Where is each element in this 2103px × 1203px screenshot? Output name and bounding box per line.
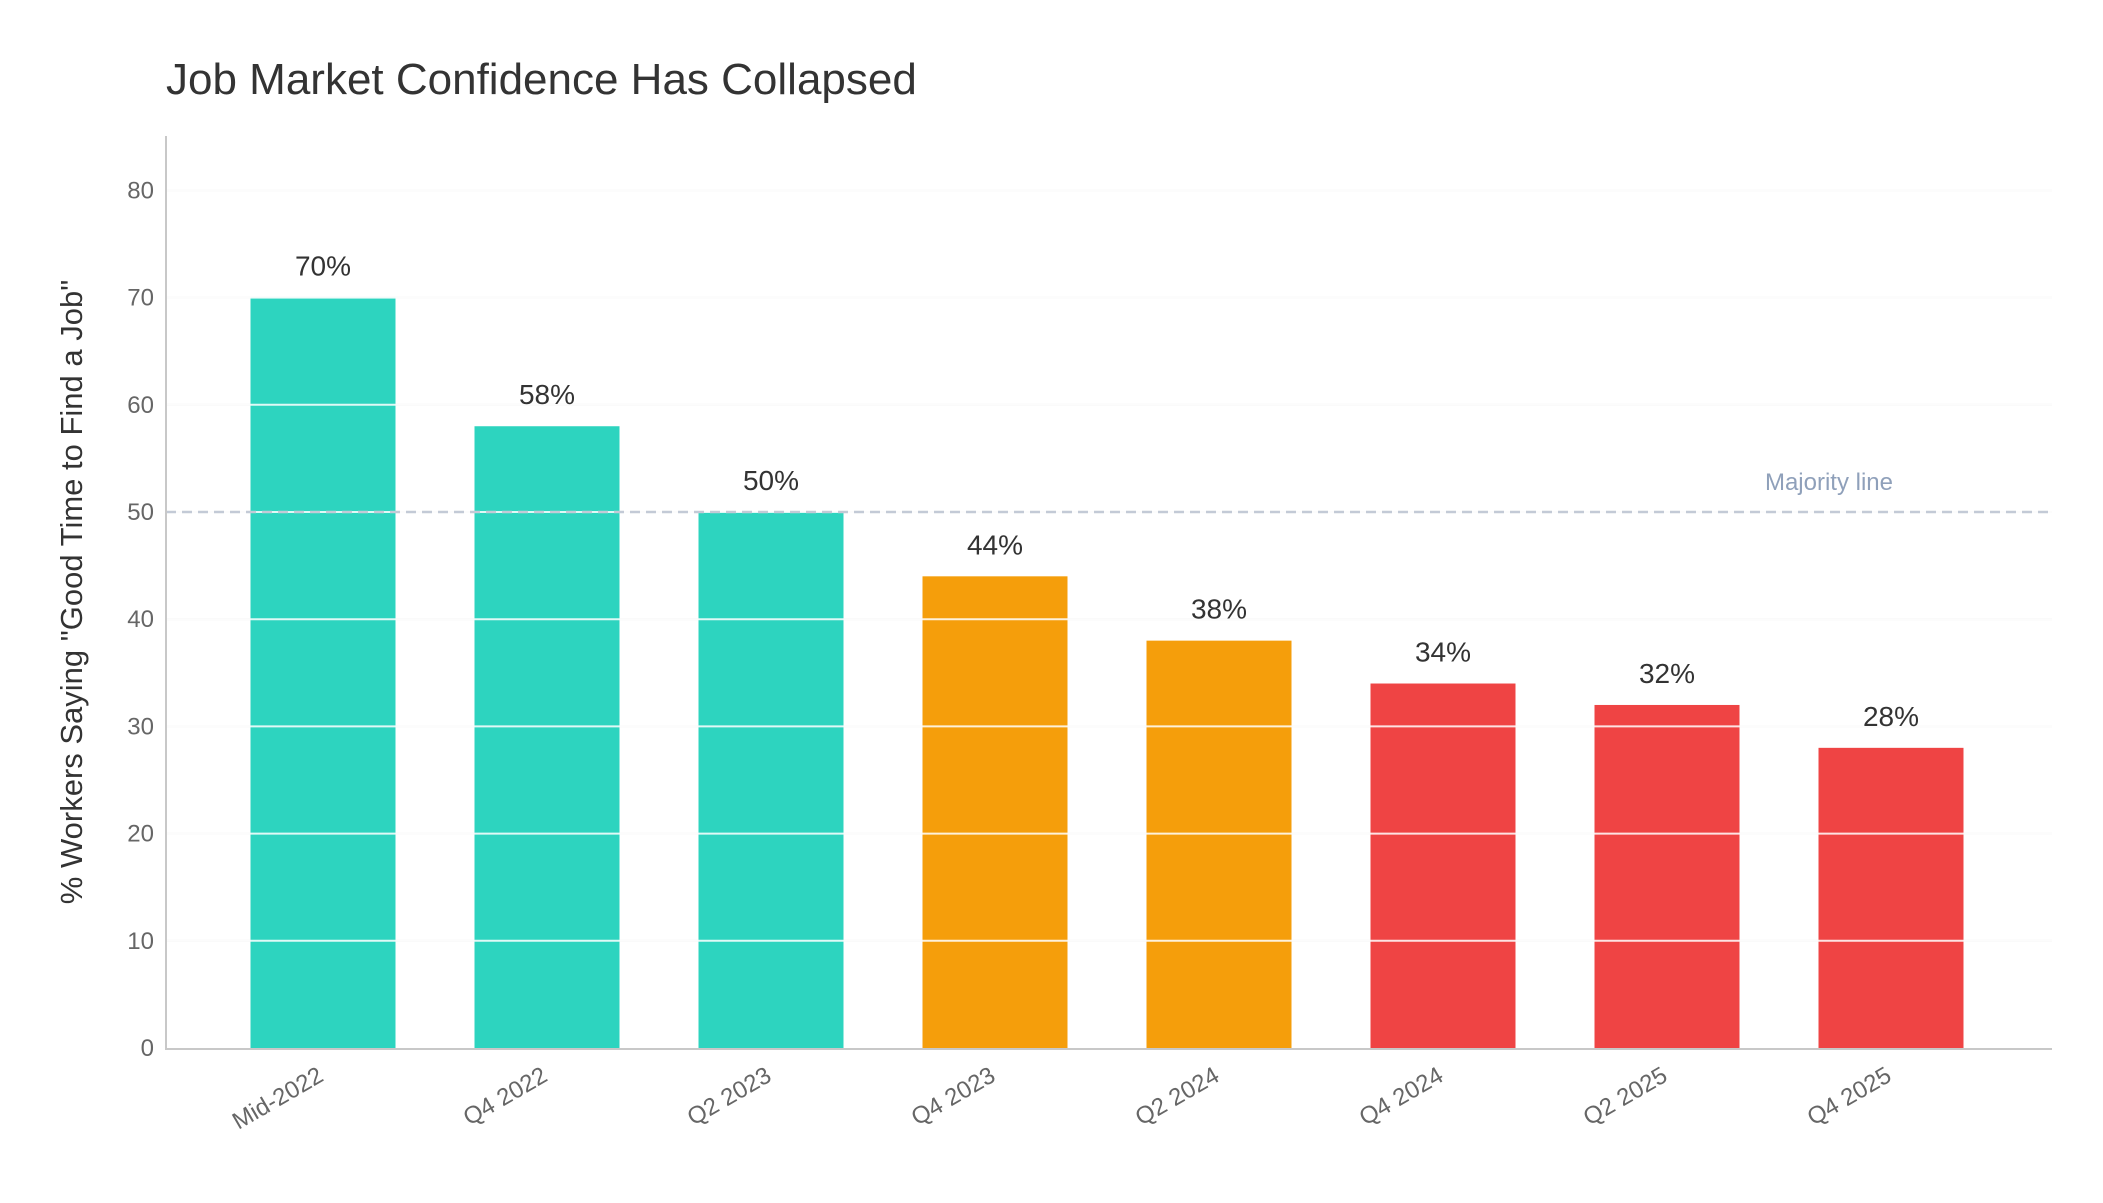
bar-q4-2022 [474, 426, 620, 1048]
reference-line-group: Majority line [166, 469, 2052, 514]
value-label: 58% [519, 379, 575, 410]
y-tick-label: 10 [127, 928, 154, 955]
bar-q4-2023 [922, 576, 1068, 1048]
gridlines [166, 189, 2052, 942]
value-label: 70% [295, 251, 351, 282]
chart-title: Job Market Confidence Has Collapsed [166, 55, 917, 104]
value-label: 44% [967, 529, 1023, 560]
value-label: 50% [743, 465, 799, 496]
value-label: 32% [1639, 658, 1695, 689]
y-tick-label: 40 [127, 606, 154, 633]
y-tick-label: 50 [127, 499, 154, 526]
y-tick-label: 70 [127, 285, 154, 312]
x-tick-label: Q4 2024 [1355, 1062, 1448, 1131]
x-tick-label: Q2 2024 [1131, 1062, 1224, 1131]
x-tick-label: Q2 2025 [1579, 1062, 1672, 1131]
y-tick-label: 20 [127, 821, 154, 848]
x-tick-label: Q4 2025 [1803, 1062, 1896, 1131]
x-tick-label: Mid-2022 [228, 1062, 328, 1135]
bar-q2-2023 [698, 512, 844, 1048]
x-tick-label: Q4 2022 [459, 1062, 552, 1131]
value-labels: 70% 58% 50% 44% 38% 34% 32% 28% [295, 251, 1919, 732]
x-tick-label: Q4 2023 [907, 1062, 1000, 1131]
value-label: 34% [1415, 637, 1471, 668]
bar-mid-2022 [250, 297, 396, 1049]
y-tick-label: 60 [127, 392, 154, 419]
bar-q4-2025 [1818, 747, 1964, 1048]
majority-line-label: Majority line [1765, 469, 1893, 496]
value-label: 38% [1191, 594, 1247, 625]
y-tick-label: 30 [127, 713, 154, 740]
y-axis-label: % Workers Saying "Good Time to Find a Jo… [54, 280, 89, 904]
bars [166, 189, 2052, 1049]
bar-q2-2024 [1146, 640, 1292, 1048]
value-label: 28% [1863, 701, 1919, 732]
y-tick-label: 80 [127, 177, 154, 204]
x-tick-labels: Mid-2022 Q4 2022 Q2 2023 Q4 2023 Q2 2024 Q4 2… [228, 1062, 1896, 1135]
y-tick-labels: 0 10 20 30 40 50 60 70 80 [127, 177, 154, 1062]
bar-q4-2024 [1370, 683, 1516, 1048]
bar-q2-2025 [1594, 704, 1740, 1048]
y-tick-label: 0 [141, 1035, 154, 1062]
x-tick-label: Q2 2023 [683, 1062, 776, 1131]
